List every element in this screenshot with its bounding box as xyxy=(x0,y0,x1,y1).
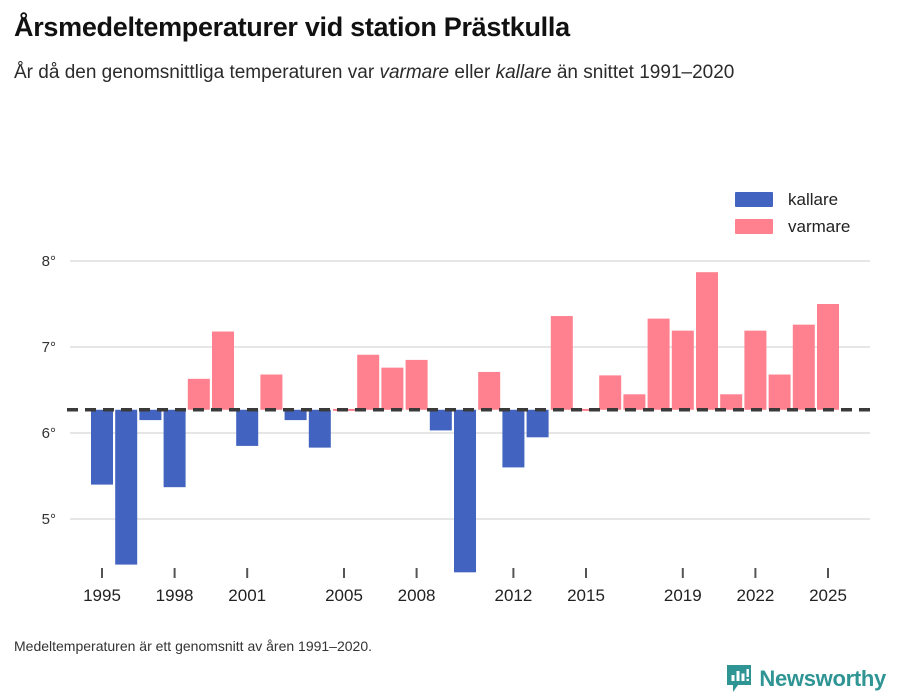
bar-2018[interactable] xyxy=(647,318,670,410)
chart-header: Årsmedeltemperaturer vid station Prästku… xyxy=(0,0,900,88)
legend-label-kallare: kallare xyxy=(788,189,839,209)
bar-2005[interactable] xyxy=(333,408,355,411)
bar-2017[interactable] xyxy=(623,394,646,410)
bar-chart-speech-bubble-icon xyxy=(727,665,752,692)
x-tick-label: 1995 xyxy=(83,586,121,605)
bar-2025[interactable] xyxy=(817,304,839,410)
x-tick-label: 2019 xyxy=(664,586,702,605)
y-axis-tick-labels: 5° 6° 7° 8° xyxy=(42,253,56,528)
y-tick-label: 5° xyxy=(42,511,56,528)
bar-2003[interactable] xyxy=(284,409,307,421)
x-tick-label: 2001 xyxy=(228,586,266,605)
x-tick-label: 2008 xyxy=(398,586,436,605)
bar-series xyxy=(91,272,839,573)
brand-logo[interactable]: Newsworthy xyxy=(726,664,886,693)
x-tick-label: 2022 xyxy=(736,586,774,605)
bar-2009[interactable] xyxy=(429,409,452,431)
bar-2004[interactable] xyxy=(308,409,331,448)
subtitle-text-2: eller xyxy=(449,62,496,83)
x-tick-label: 2015 xyxy=(567,586,605,605)
legend-label-varmare: varmare xyxy=(788,216,851,236)
bar-2021[interactable] xyxy=(720,394,743,410)
bar-2014[interactable] xyxy=(550,316,573,410)
bar-2000[interactable] xyxy=(212,331,234,410)
bar-2008[interactable] xyxy=(405,359,428,410)
bar-1998[interactable] xyxy=(163,409,186,488)
legend-item-varmare[interactable]: varmare xyxy=(735,213,885,240)
chart-subtitle: År då den genomsnittliga temperaturen va… xyxy=(14,58,854,88)
subtitle-text-3: än snittet 1991–2020 xyxy=(551,62,735,83)
bar-2022[interactable] xyxy=(744,330,767,410)
x-axis-tick-labels: 1995 1998 2001 2005 2008 2012 2015 2019 2022 2025 xyxy=(83,586,847,605)
bar-2024[interactable] xyxy=(792,324,815,410)
bar-1997[interactable] xyxy=(139,409,162,421)
gridlines xyxy=(70,260,870,520)
y-tick-label: 6° xyxy=(42,425,56,442)
y-tick-label: 8° xyxy=(42,253,56,270)
bar-1996[interactable] xyxy=(115,409,138,565)
subtitle-text-1: År då den genomsnittliga temperaturen va… xyxy=(14,62,380,83)
x-axis-ticks xyxy=(101,568,829,578)
bar-2016[interactable] xyxy=(599,375,622,410)
bar-2011[interactable] xyxy=(478,371,501,410)
bar-2015[interactable] xyxy=(575,408,597,411)
chart-legend: kallare varmare xyxy=(735,186,885,240)
x-tick-label: 1998 xyxy=(156,586,194,605)
x-tick-label: 2025 xyxy=(809,586,847,605)
bar-2001[interactable] xyxy=(236,409,259,446)
bar-2012[interactable] xyxy=(502,409,525,468)
legend-swatch-kallare xyxy=(735,192,773,207)
bar-1995[interactable] xyxy=(91,409,113,485)
subtitle-emphasis-kallare: kallare xyxy=(495,62,552,83)
legend-swatch-varmare xyxy=(735,219,773,234)
bar-2023[interactable] xyxy=(768,374,791,410)
bar-2013[interactable] xyxy=(526,409,549,438)
bar-1999[interactable] xyxy=(187,378,210,410)
bar-2020[interactable] xyxy=(696,272,718,410)
bar-2007[interactable] xyxy=(381,367,404,410)
x-tick-label: 2005 xyxy=(325,586,363,605)
page-title: Årsmedeltemperaturer vid station Prästku… xyxy=(14,12,570,42)
bar-2019[interactable] xyxy=(671,330,694,410)
subtitle-emphasis-varmare: varmare xyxy=(379,62,450,83)
bar-2006[interactable] xyxy=(357,354,380,410)
chart-footnote: Medeltemperaturen är ett genomsnitt av å… xyxy=(14,638,373,654)
legend-item-kallare[interactable]: kallare xyxy=(735,186,885,213)
bar-2010[interactable] xyxy=(454,409,476,573)
y-tick-label: 7° xyxy=(42,339,56,356)
x-tick-label: 2012 xyxy=(494,586,532,605)
brand-name: Newsworthy xyxy=(759,665,886,691)
bar-2002[interactable] xyxy=(260,374,283,410)
